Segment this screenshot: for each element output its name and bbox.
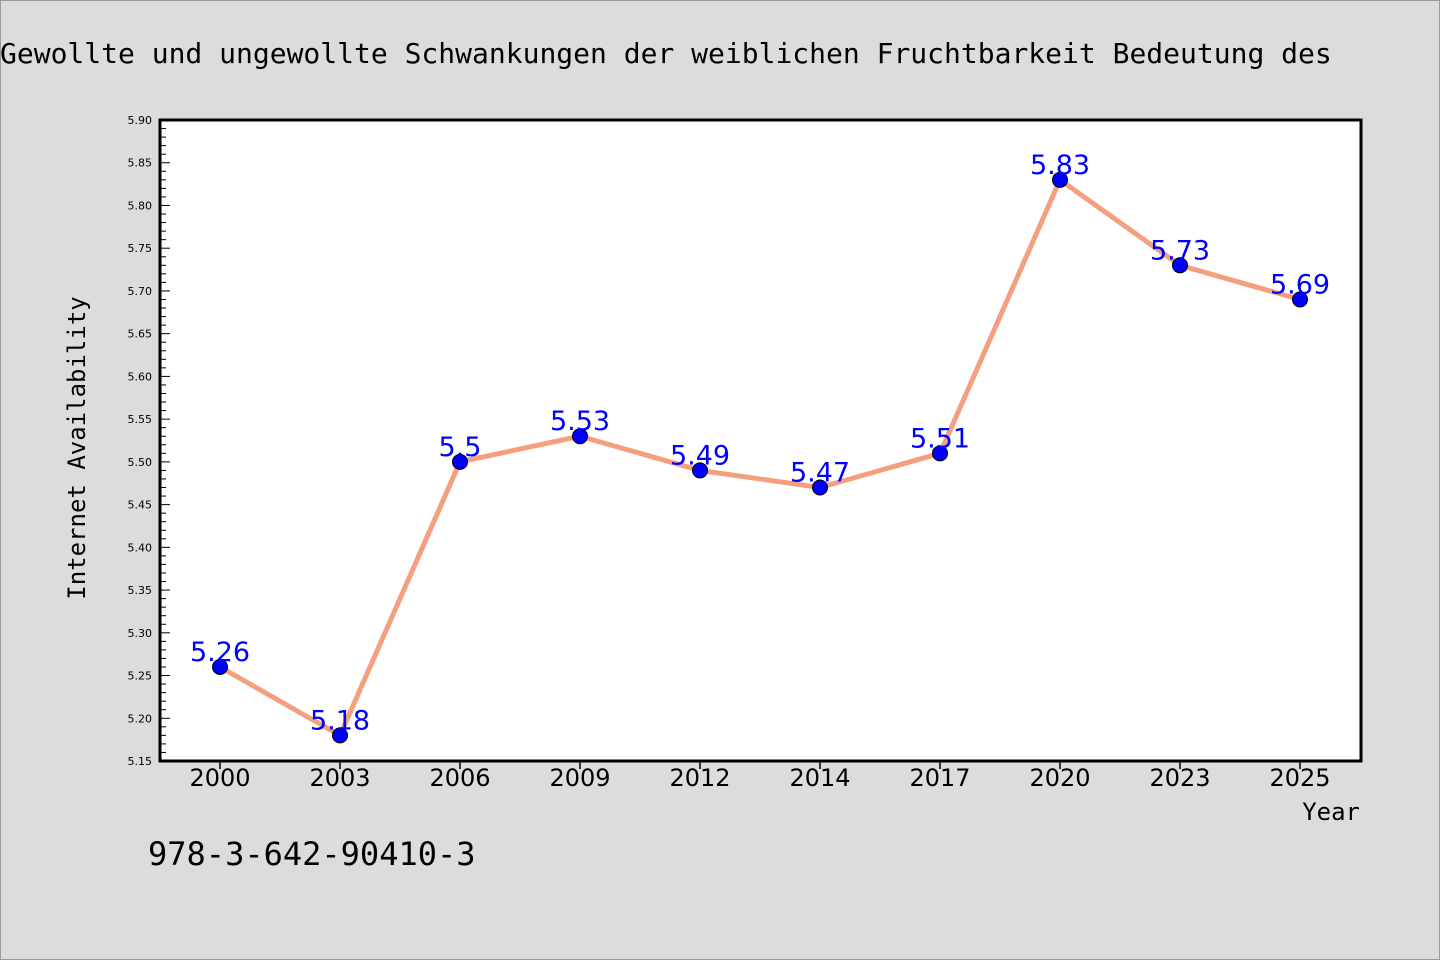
- data-point: [572, 428, 588, 445]
- data-label: 5.51: [910, 423, 970, 454]
- series-line-group: [217, 177, 1303, 738]
- data-label: 5.83: [1030, 150, 1090, 181]
- y-tick-label: 5.50: [128, 456, 153, 469]
- x-tick-label: 2003: [309, 764, 370, 792]
- data-label: 5.69: [1270, 269, 1330, 300]
- data-point: [692, 462, 708, 479]
- y-tick-label: 5.45: [128, 499, 153, 512]
- data-label-group: 5.26 5.18 5.5 5.53 5.49 5.47 5.51 5.83 5.73 5.69: [190, 150, 1330, 737]
- y-tick-label: 5.60: [128, 370, 153, 383]
- data-label: 5.5: [439, 432, 482, 463]
- x-tick-label: 2023: [1149, 764, 1210, 792]
- series-line: [217, 177, 1303, 738]
- y-tick-label: 5.20: [128, 712, 153, 725]
- x-tick-label: 2014: [789, 764, 850, 792]
- y-tick-label: 5.90: [128, 114, 153, 127]
- y-tick-label: 5.80: [128, 199, 153, 212]
- data-point: [812, 479, 828, 496]
- data-label: 5.18: [310, 705, 370, 736]
- y-tick-label: 5.15: [128, 755, 153, 768]
- x-tick-label: 2020: [1029, 764, 1090, 792]
- data-point: [332, 727, 348, 744]
- data-label: 5.73: [1150, 235, 1210, 266]
- isbn-text: 978-3-642-90410-3: [148, 835, 476, 873]
- data-point: [452, 453, 468, 470]
- y-axis: 5.15 5.20 5.25 5.30 5.35 5.40 5.45 5.50 5.55 5.60…: [128, 114, 170, 768]
- data-label: 5.53: [550, 406, 610, 437]
- chart-title: Gewollte und ungewollte Schwankungen der…: [0, 37, 1332, 70]
- y-tick-label: 5.40: [128, 541, 153, 554]
- data-point: [932, 445, 948, 462]
- x-tick-label: 2025: [1269, 764, 1330, 792]
- data-point: [1052, 171, 1068, 188]
- y-tick-label: 5.75: [128, 242, 153, 255]
- x-tick-label: 2012: [669, 764, 730, 792]
- data-point: [1172, 257, 1188, 274]
- x-axis-label: Year: [1302, 798, 1360, 826]
- y-tick-label: 5.65: [128, 328, 153, 341]
- data-label: 5.49: [670, 440, 730, 471]
- x-tick-label: 2017: [909, 764, 970, 792]
- x-tick-label: 2009: [549, 764, 610, 792]
- data-point: [212, 658, 228, 675]
- y-tick-label: 5.30: [128, 627, 153, 640]
- y-axis-label: Internet Availability: [63, 296, 91, 599]
- data-label: 5.26: [190, 637, 250, 668]
- data-label: 5.47: [790, 458, 850, 489]
- x-tick-label: 2000: [189, 764, 250, 792]
- plot-area: [158, 118, 1363, 763]
- x-axis: 2000 2003 2006 2009 2012 2014 2017 2020 2023 2025: [189, 761, 1331, 792]
- y-tick-label: 5.35: [128, 584, 153, 597]
- y-tick-label: 5.85: [128, 157, 153, 170]
- y-tick-label: 5.70: [128, 285, 153, 298]
- x-tick-label: 2006: [429, 764, 490, 792]
- data-point: [1292, 291, 1308, 308]
- y-tick-label: 5.55: [128, 413, 153, 426]
- y-tick-label: 5.25: [128, 670, 153, 683]
- marker-group: [212, 171, 1308, 744]
